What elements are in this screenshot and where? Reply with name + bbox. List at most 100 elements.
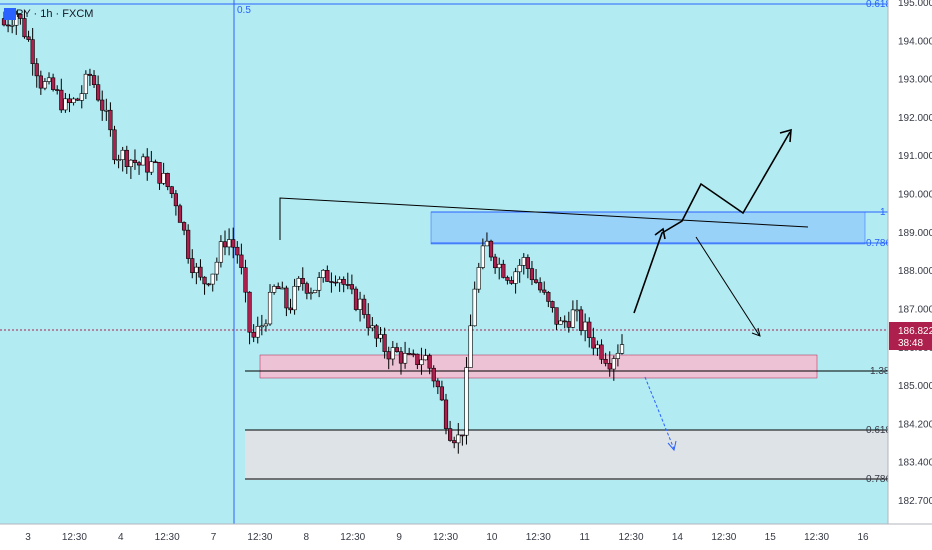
trendline[interactable]: [279, 197, 809, 240]
candle: [542, 289, 547, 293]
candle: [30, 39, 35, 64]
fib-label-0-618-bottom: 0.618: [866, 425, 891, 436]
candle: [415, 353, 420, 366]
candle: [484, 240, 490, 247]
candle: [607, 363, 612, 370]
candle: [169, 186, 174, 194]
price-tick: 183.400: [898, 458, 932, 469]
candle: [128, 159, 133, 167]
price-tick: 192.000: [898, 113, 932, 124]
target-zone[interactable]: [245, 430, 888, 480]
candle: [427, 355, 432, 369]
candle: [38, 75, 43, 89]
candle: [587, 321, 592, 338]
candle: [529, 268, 535, 281]
time-scale-bg[interactable]: [0, 524, 932, 550]
candle: [251, 331, 256, 338]
time-tick: 9: [396, 532, 402, 543]
candle: [460, 434, 465, 437]
candle: [222, 241, 228, 248]
candle: [435, 380, 440, 388]
candle: [476, 267, 481, 290]
target-projection-line[interactable]: [644, 376, 675, 450]
candle: [59, 89, 64, 111]
candle: [235, 246, 240, 256]
candle: [202, 276, 207, 285]
candle: [46, 77, 52, 82]
candle: [378, 334, 383, 339]
candle: [186, 229, 191, 259]
candle: [321, 270, 326, 278]
candle: [206, 283, 211, 286]
candle: [34, 63, 39, 77]
candle: [333, 281, 338, 284]
candle: [304, 283, 309, 294]
last-price-label: 186.822: [898, 326, 932, 337]
candle: [243, 267, 248, 293]
candle: [370, 325, 375, 329]
time-tick: 12:30: [62, 532, 87, 543]
candle: [300, 278, 305, 284]
candle: [87, 73, 93, 76]
candle: [337, 278, 342, 284]
candle: [423, 355, 428, 361]
candle: [247, 291, 252, 333]
fib-label-0-618-top: 0.618: [866, 0, 891, 10]
time-tick: 12:30: [155, 532, 180, 543]
candle: [79, 93, 84, 101]
price-tick: 184.200: [898, 419, 932, 430]
candle: [226, 239, 232, 248]
candle: [533, 279, 539, 283]
candle: [218, 241, 224, 263]
symbol-label[interactable]: PY · 1h · FXCM: [16, 8, 93, 20]
time-tick: 12:30: [340, 532, 365, 543]
candle: [353, 288, 359, 310]
candle: [517, 265, 522, 273]
price-tick: 191.000: [898, 151, 932, 162]
candle: [104, 109, 109, 112]
candle: [554, 307, 559, 325]
candle: [362, 298, 367, 315]
bullish-projection-path[interactable]: [633, 131, 791, 314]
arrow-head-4: [667, 440, 677, 452]
time-tick: 12:30: [804, 532, 829, 543]
time-tick: 3: [25, 532, 31, 543]
candle: [546, 292, 551, 302]
candle: [374, 325, 379, 339]
last-price-tag: [889, 322, 932, 350]
price-scale-bg[interactable]: [888, 0, 932, 524]
candle: [448, 428, 453, 441]
price-tick: 190.000: [898, 190, 932, 201]
candle: [591, 337, 596, 349]
price-tick: 188.000: [898, 266, 932, 277]
candle: [157, 162, 162, 184]
arrow-head-1: [654, 227, 666, 240]
candle: [214, 261, 219, 275]
candle: [595, 344, 600, 349]
candle: [26, 36, 31, 40]
candle: [100, 99, 105, 111]
price-tick: 193.000: [898, 75, 932, 86]
candle: [472, 288, 477, 327]
countdown-label: 38:48: [898, 338, 923, 349]
demand-zone[interactable]: [259, 354, 818, 379]
candle: [615, 352, 621, 359]
candle: [276, 286, 281, 290]
candle: [558, 320, 563, 325]
candle: [75, 98, 80, 101]
candle: [112, 129, 117, 161]
candle: [91, 75, 97, 85]
candle: [570, 309, 575, 328]
candle: [116, 159, 121, 161]
candle: [488, 240, 494, 258]
candle: [108, 109, 113, 131]
price-tick: 185.000: [898, 381, 932, 392]
candle: [231, 239, 236, 248]
fib-label-0-786-bottom: 0.786: [866, 474, 891, 485]
bearish-projection-line[interactable]: [695, 236, 760, 336]
candle: [611, 358, 616, 370]
candle: [263, 323, 269, 327]
supply-zone[interactable]: [430, 211, 866, 245]
price-tick: 187.000: [898, 304, 932, 315]
